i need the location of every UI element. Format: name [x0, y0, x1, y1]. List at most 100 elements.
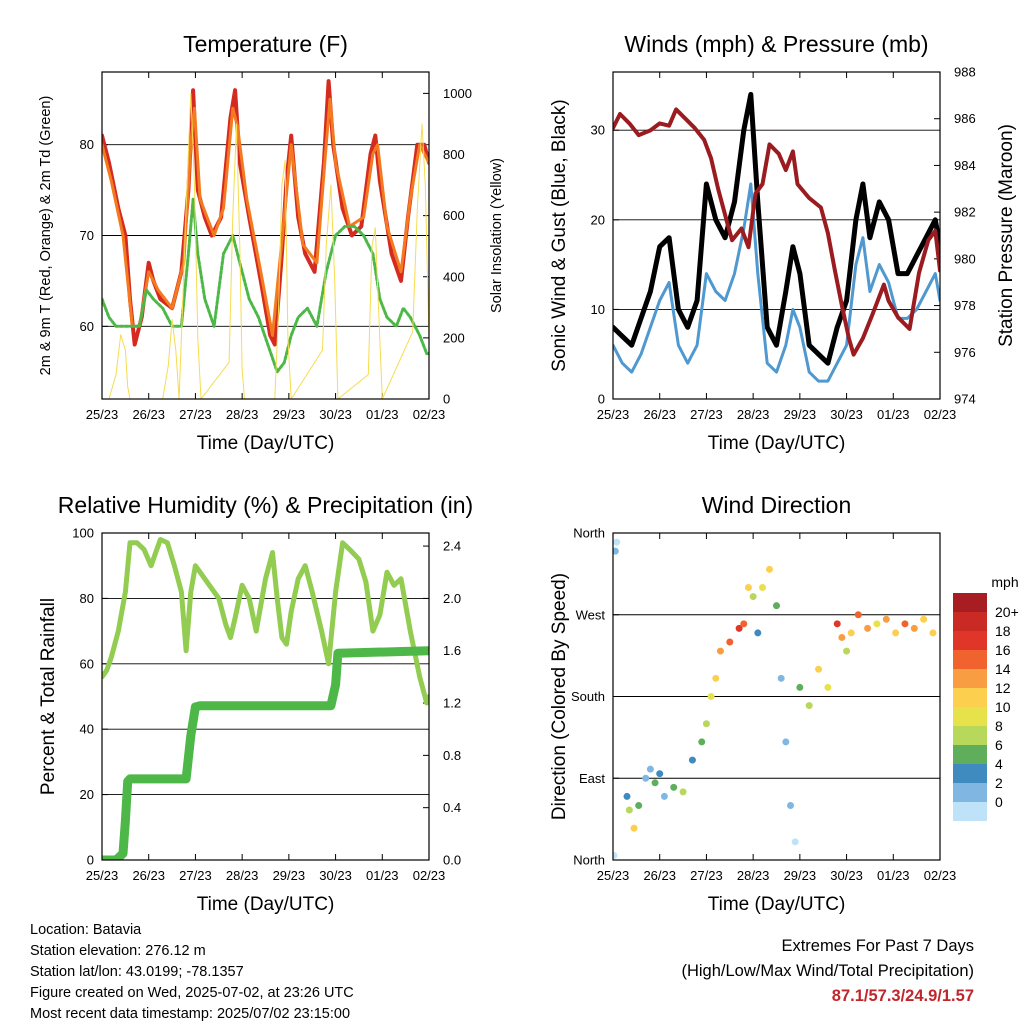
colorbar-swatch — [953, 631, 987, 650]
x-tick-label: 27/23 — [179, 407, 212, 422]
direction-point — [824, 683, 832, 691]
direction-point — [854, 611, 862, 619]
direction-point — [646, 765, 654, 773]
series-dewpoint — [102, 197, 429, 374]
colorbar-swatch — [953, 726, 987, 745]
x-tick-label: 26/23 — [643, 868, 676, 883]
x-tick-label: 27/23 — [690, 868, 723, 883]
y-tick-label-right: 400 — [443, 269, 465, 284]
y-tick-label: East — [579, 771, 605, 786]
x-tick-label: 02/23 — [924, 868, 957, 883]
x-tick-label: 29/23 — [784, 868, 817, 883]
y-tick-label: 20 — [591, 212, 605, 227]
colorbar-label: 10 — [995, 699, 1011, 715]
direction-point — [716, 647, 724, 655]
direction-point — [787, 802, 795, 809]
y-tick-label: 0 — [598, 392, 605, 407]
direction-point — [749, 593, 757, 601]
x-tick-label: 02/23 — [413, 868, 446, 883]
direction-point — [679, 788, 687, 796]
plot-frame — [612, 71, 941, 400]
direction-point — [613, 547, 619, 555]
colorbar-label: 14 — [995, 661, 1011, 677]
y-tick-label-right: 0.4 — [443, 800, 461, 815]
y-tick-label-right: 800 — [443, 147, 465, 162]
colorbar-label: 6 — [995, 737, 1003, 753]
y-axis-label-right: Station Pressure (Maroon) — [996, 124, 1017, 347]
y-tick-label: 80 — [80, 591, 94, 606]
colorbar-swatch — [953, 650, 987, 669]
plot-area — [102, 537, 429, 860]
y-tick-label: North — [573, 526, 605, 541]
plot-frame — [101, 532, 430, 861]
colorbar-swatch — [953, 764, 987, 783]
direction-point — [688, 756, 696, 764]
x-tick-label: 29/23 — [784, 407, 817, 422]
chart-temperature: Temperature (F)6070800200400600800100025… — [38, 31, 505, 454]
station-latlon: Station lat/lon: 43.0199; -78.1357 — [30, 964, 244, 980]
y-tick-label-right: 986 — [954, 111, 976, 126]
direction-point — [758, 584, 766, 591]
direction-point — [656, 770, 664, 778]
colorbar-swatch — [953, 669, 987, 688]
x-tick-label: 25/23 — [86, 407, 119, 422]
colorbar-swatch — [953, 783, 987, 802]
x-tick-label: 28/23 — [737, 868, 770, 883]
y-tick-label: 60 — [80, 656, 94, 671]
x-tick-label: 26/23 — [643, 407, 676, 422]
x-axis-label: Time (Day/UTC) — [708, 894, 846, 915]
direction-point — [843, 647, 851, 655]
direction-point — [929, 629, 937, 637]
direction-point — [833, 620, 841, 628]
series-solar — [102, 92, 429, 399]
y-tick-label: 100 — [72, 526, 94, 541]
y-tick-label: 0 — [87, 853, 94, 868]
extremes-title: Extremes For Past 7 Days — [781, 937, 974, 955]
series-precip — [102, 646, 429, 860]
y-tick-label-right: 1.6 — [443, 643, 461, 658]
y-tick-label-right: 982 — [954, 205, 976, 220]
direction-point — [707, 693, 715, 700]
y-axis-label: Sonic Wind & Gust (Blue, Black) — [549, 99, 570, 371]
y-tick-label-right: 1.2 — [443, 696, 461, 711]
y-tick-label-right: 0.8 — [443, 748, 461, 763]
plot-frame — [612, 532, 941, 861]
x-tick-label: 28/23 — [737, 407, 770, 422]
direction-point — [630, 824, 638, 832]
x-tick-label: 30/23 — [830, 868, 863, 883]
direction-point — [735, 624, 743, 632]
direction-point — [698, 738, 706, 746]
x-tick-label: 01/23 — [877, 407, 910, 422]
direction-point — [782, 738, 790, 746]
colorbar-label: 8 — [995, 718, 1003, 734]
direction-point — [613, 851, 618, 859]
y-tick-label-right: 976 — [954, 345, 976, 360]
y-tick-label: 70 — [80, 228, 94, 243]
colorbar-label: 0 — [995, 794, 1003, 810]
direction-point — [740, 620, 748, 628]
y-axis-label: Percent & Total Rainfall — [38, 598, 59, 795]
direction-point — [796, 683, 804, 691]
y-tick-label: South — [571, 689, 605, 704]
x-axis-label: Time (Day/UTC) — [708, 433, 846, 454]
y-tick-label-right: 0.0 — [443, 853, 461, 868]
y-tick-label-right: 988 — [954, 65, 976, 80]
plot-area — [613, 91, 940, 383]
y-tick-label: West — [576, 607, 606, 622]
colorbar-swatch — [953, 593, 987, 612]
x-tick-label: 25/23 — [597, 407, 630, 422]
y-tick-label-right: 1000 — [443, 86, 472, 101]
plot-area — [613, 538, 937, 859]
y-tick-label: 80 — [80, 137, 94, 152]
colorbar-label: 16 — [995, 642, 1011, 658]
direction-point — [623, 792, 631, 800]
colorbar-label: 4 — [995, 756, 1003, 772]
direction-point — [754, 629, 762, 637]
y-axis-label: Direction (Colored By Speed) — [549, 573, 570, 820]
y-tick-label: North — [573, 853, 605, 868]
chart-winds: Winds (mph) & Pressure (mb) 0 10 20 30 974 976… — [549, 31, 1017, 454]
colorbar-swatch — [953, 707, 987, 726]
x-tick-label: 28/23 — [226, 868, 259, 883]
chart-title: Relative Humidity (%) & Precipitation (i… — [58, 492, 473, 518]
direction-point — [670, 783, 678, 791]
